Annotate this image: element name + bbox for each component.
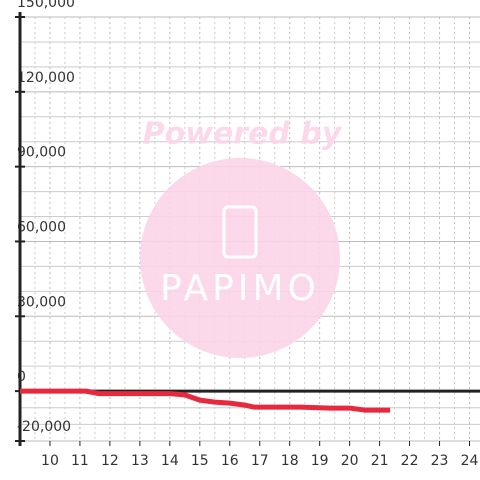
y-tick-label: 30,000	[17, 294, 66, 310]
x-tick-label: 19	[311, 453, 329, 469]
x-tick-label: 24	[461, 453, 479, 469]
x-tick-label: 11	[71, 453, 89, 469]
x-tick-label: 13	[131, 453, 149, 469]
x-tick-label: 22	[401, 453, 419, 469]
y-tick-label: 90,000	[17, 145, 66, 161]
watermark-text: Powered by	[143, 117, 343, 152]
x-tick-label: 20	[341, 453, 359, 469]
x-tick-label: 18	[281, 453, 299, 469]
x-tick-label: 12	[101, 453, 119, 469]
watermark: Powered by PAPIMO	[140, 117, 343, 358]
watermark-logo: PAPIMO	[160, 268, 320, 309]
y-tick-label: 120,000	[17, 70, 75, 86]
y-tick-label: 150,000	[17, 0, 75, 11]
x-tick-label: 21	[371, 453, 389, 469]
x-tick-label: 17	[251, 453, 269, 469]
plot: -20,000030,00060,00090,000120,000150,000…	[15, 0, 480, 469]
x-tick-label: 14	[161, 453, 179, 469]
y-tick-label: 60,000	[17, 219, 66, 235]
x-tick-label: 15	[191, 453, 209, 469]
x-tick-label: 23	[431, 453, 449, 469]
line	[20, 388, 391, 413]
y-tick-label: -20,000	[17, 419, 71, 435]
watermark-icon	[222, 205, 258, 259]
x-tick-label: 16	[221, 453, 239, 469]
x-tick-label: 10	[41, 453, 59, 469]
